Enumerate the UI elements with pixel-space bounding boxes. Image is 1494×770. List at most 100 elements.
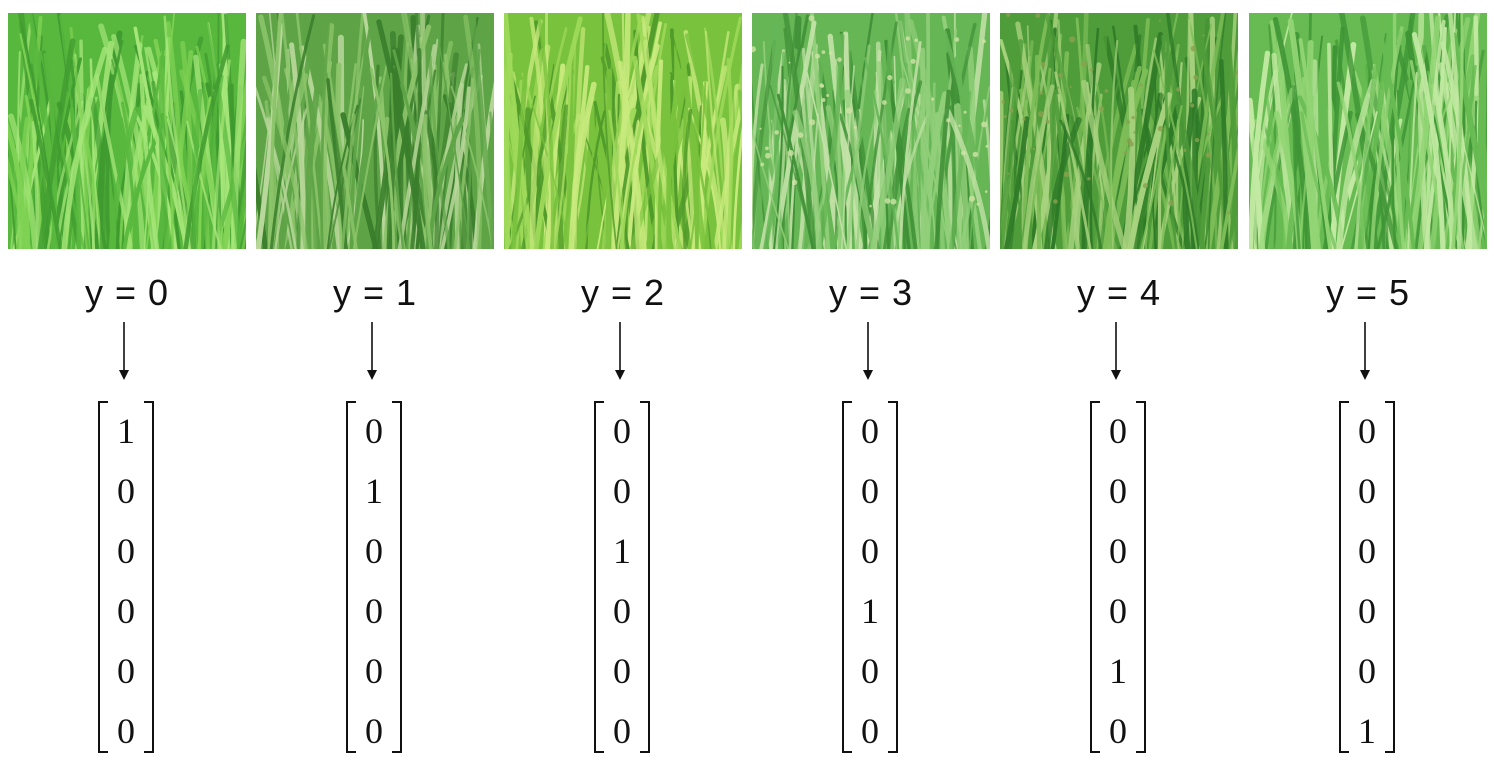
seed-head (1104, 89, 1109, 93)
grass-blade (1484, 143, 1487, 249)
grass-blade (886, 80, 923, 249)
grass-blade (1054, 71, 1092, 249)
class-column-5: y = 5 0 0 0 0 0 1 (1249, 0, 1489, 770)
seed-head (1035, 13, 1041, 19)
grass-blade (643, 39, 679, 249)
seed-head (972, 151, 979, 158)
vector-entry: 0 (1358, 591, 1376, 631)
grass-blade (89, 97, 107, 249)
grass-blade (557, 104, 570, 249)
grass-blade (16, 116, 31, 249)
seed-head (1157, 125, 1164, 132)
grass-blade (1268, 24, 1277, 249)
one-hot-vector-1: 0 1 0 0 0 0 (346, 401, 402, 753)
grass-blade (576, 24, 608, 249)
grass-blade (954, 103, 970, 249)
left-bracket (842, 401, 852, 753)
seed-head (808, 15, 815, 22)
grass-blade (601, 14, 643, 249)
grass-blade (1043, 117, 1082, 249)
grass-blade (105, 74, 114, 249)
grass-blade (610, 13, 631, 249)
grass-blade (840, 65, 855, 249)
grass-blade (732, 122, 742, 249)
vector-entry: 0 (117, 471, 135, 511)
grass-blade (305, 82, 321, 249)
seed-head (765, 152, 771, 159)
grass-blade (666, 68, 683, 249)
seed-head (1008, 108, 1014, 113)
grass-blade (269, 14, 316, 249)
grass-blade (737, 89, 742, 134)
vector-entry: 0 (1109, 531, 1127, 571)
grass-blade (235, 175, 246, 249)
grass-blade (37, 38, 76, 249)
grass-blade (1258, 87, 1296, 249)
grass-blade (553, 50, 572, 249)
grass-blade (1127, 92, 1172, 249)
seed-head (815, 53, 820, 59)
seed-head (1190, 45, 1197, 52)
vector-entry: 0 (365, 531, 383, 571)
seed-head (1063, 171, 1070, 178)
grass-blade (1477, 166, 1487, 249)
grass-blade (192, 88, 203, 249)
seed-head (1069, 85, 1072, 88)
seed-head (1183, 148, 1187, 152)
vector-entry: 0 (1358, 411, 1376, 451)
down-arrow-icon (614, 322, 626, 382)
right-bracket (144, 401, 154, 753)
seed-head (1022, 117, 1026, 121)
vector-entry: 0 (613, 591, 631, 631)
one-hot-vector-3: 0 0 0 1 0 0 (842, 401, 898, 753)
vector-entry: 0 (1109, 591, 1127, 631)
grass-blade (94, 39, 124, 249)
seed-head (1053, 199, 1058, 204)
grass-blade (1219, 142, 1238, 249)
vector-entry: 0 (861, 411, 879, 451)
grass-blade (321, 23, 335, 249)
grass-photo-3 (752, 13, 990, 249)
vector-entry: 0 (117, 531, 135, 571)
seed-head (1142, 183, 1149, 189)
vector-entry: 1 (613, 531, 631, 571)
grass-blade (1374, 13, 1416, 249)
seed-head (1133, 131, 1136, 134)
grass-blade (529, 44, 551, 249)
grass-blade (376, 19, 426, 249)
grass-photo-1 (256, 13, 494, 249)
seed-head (787, 150, 794, 157)
down-arrow-icon (366, 322, 378, 382)
seed-head (1006, 13, 1011, 17)
grass-blade (604, 13, 642, 249)
seed-head (1205, 152, 1212, 158)
vector-entry: 0 (861, 711, 879, 751)
grass-blade (1003, 116, 1030, 249)
seed-head (1098, 106, 1105, 112)
down-arrow-icon (1110, 322, 1122, 382)
grass-blade (676, 31, 701, 249)
seed-head (1176, 87, 1181, 92)
grass-blade (422, 114, 433, 249)
grass-blade (463, 14, 482, 249)
grass-blade (8, 147, 17, 249)
seed-head (1206, 132, 1210, 136)
grass-blade (945, 108, 990, 249)
vector-entry: 1 (1109, 651, 1127, 691)
grass-blade (1019, 85, 1041, 249)
grass-blade (230, 38, 246, 249)
right-bracket (1136, 401, 1146, 753)
seed-head (882, 100, 887, 105)
seed-head (809, 119, 816, 126)
grass-blade (510, 105, 532, 249)
grass-blade (1358, 13, 1387, 249)
grass-blade (31, 121, 40, 249)
seed-head (853, 125, 857, 130)
grass-blade (1300, 111, 1338, 249)
seed-head (1226, 211, 1230, 215)
seed-head (884, 198, 891, 204)
grass-blade (897, 13, 939, 249)
vector-entry: 0 (1109, 411, 1127, 451)
seed-head (887, 75, 893, 81)
grass-blade (693, 112, 708, 249)
